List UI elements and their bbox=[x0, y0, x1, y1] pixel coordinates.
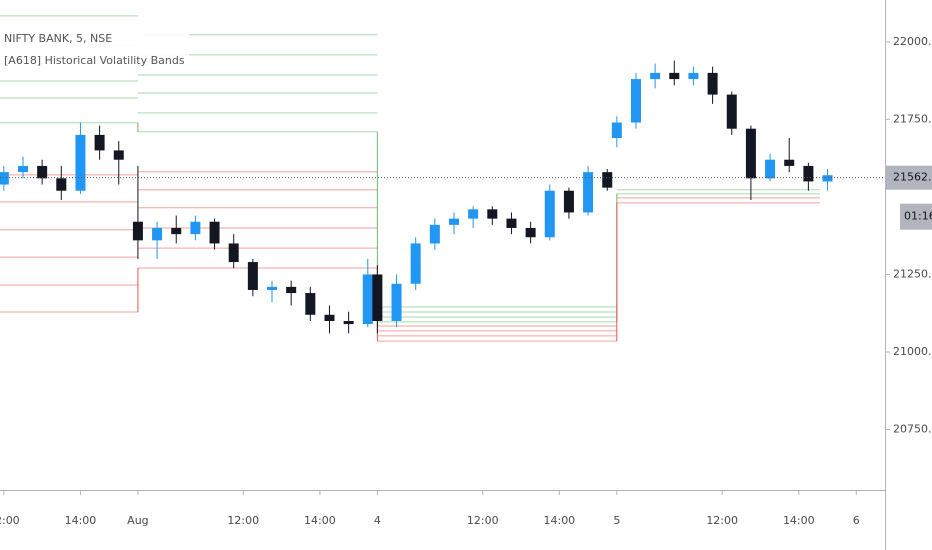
x-tick-label: Aug bbox=[127, 514, 148, 527]
legend: NIFTY BANK, 5, NSE [A618] Historical Vol… bbox=[0, 26, 189, 74]
candle-body bbox=[745, 128, 756, 179]
candle-body bbox=[803, 165, 814, 182]
candle-body bbox=[209, 221, 220, 244]
candle-body bbox=[765, 159, 776, 179]
candle-body bbox=[822, 175, 833, 182]
candle-body bbox=[0, 172, 9, 185]
x-tick-label: 12:00 bbox=[706, 514, 738, 527]
candle-body bbox=[94, 134, 105, 151]
candle-body bbox=[429, 224, 440, 244]
countdown-badge bbox=[900, 203, 932, 230]
last-price-badge bbox=[886, 165, 932, 190]
candle-body bbox=[602, 172, 613, 188]
candle-body bbox=[190, 221, 201, 235]
y-tick-label: 21250.00 bbox=[893, 267, 932, 280]
candle-body bbox=[56, 178, 67, 191]
last-price-label: 21562.10 bbox=[893, 171, 932, 184]
x-tick-label: 14:00 bbox=[304, 514, 336, 527]
candle-body bbox=[247, 262, 258, 290]
candle-body bbox=[630, 79, 641, 123]
candle-body bbox=[525, 227, 536, 238]
candle-body bbox=[37, 165, 48, 179]
candle-body bbox=[391, 283, 402, 321]
candle-body bbox=[707, 72, 718, 95]
candle-body bbox=[563, 190, 574, 213]
candle-body bbox=[75, 134, 86, 191]
candle-body bbox=[669, 72, 680, 80]
candle-body bbox=[784, 159, 795, 166]
candle-body bbox=[506, 218, 517, 228]
x-tick-label: 12:00 bbox=[227, 514, 259, 527]
candle-body bbox=[324, 314, 335, 321]
x-tick-label: 4 bbox=[374, 514, 381, 527]
candle-body bbox=[171, 227, 182, 235]
y-tick-label: 21750.00 bbox=[893, 112, 932, 125]
candle-body bbox=[113, 150, 124, 160]
symbol-title: NIFTY BANK, 5, NSE bbox=[4, 32, 113, 45]
indicator-title: [A618] Historical Volatility Bands bbox=[4, 54, 185, 67]
candle-body bbox=[305, 293, 316, 315]
candle-body bbox=[17, 165, 28, 173]
y-tick-label: 20750.00 bbox=[893, 423, 932, 436]
candle-body bbox=[343, 320, 354, 325]
candle-body bbox=[410, 243, 421, 284]
x-tick-label: 6 bbox=[853, 514, 860, 527]
candle-body bbox=[362, 274, 373, 325]
candle-body bbox=[487, 209, 498, 219]
candle-body bbox=[132, 221, 143, 241]
y-tick-label: 21000.00 bbox=[893, 345, 932, 358]
candle-body bbox=[468, 209, 479, 219]
candle-body bbox=[448, 218, 459, 225]
candle-body bbox=[286, 286, 297, 294]
candle-body bbox=[688, 72, 699, 80]
x-tick-label: 12:00 bbox=[467, 514, 499, 527]
x-tick-label: 14:00 bbox=[65, 514, 97, 527]
candle-body bbox=[228, 243, 239, 263]
x-tick-label: 12:00 bbox=[0, 514, 20, 527]
candle-body bbox=[611, 122, 622, 139]
y-tick-label: 22000.00 bbox=[893, 35, 932, 48]
candle-body bbox=[726, 94, 737, 129]
x-tick-label: 14:00 bbox=[543, 514, 575, 527]
candle-body bbox=[583, 172, 594, 213]
countdown-label: 01:16 bbox=[904, 210, 932, 223]
candle-body bbox=[372, 274, 383, 321]
candle-body bbox=[152, 227, 163, 241]
candle-body bbox=[267, 286, 278, 290]
candle-body bbox=[544, 190, 555, 238]
x-tick-label: 14:00 bbox=[783, 514, 815, 527]
x-tick-label: 5 bbox=[613, 514, 620, 527]
candle-body bbox=[650, 72, 661, 80]
